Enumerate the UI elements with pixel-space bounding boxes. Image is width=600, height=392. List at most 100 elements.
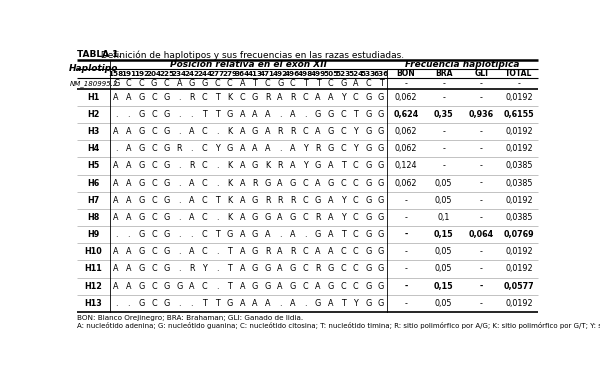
Text: 0,15: 0,15 — [434, 230, 454, 239]
Text: G: G — [113, 79, 119, 88]
Text: 471: 471 — [260, 71, 275, 76]
Text: A: A — [126, 144, 131, 153]
Text: C: C — [202, 213, 207, 222]
Text: .: . — [279, 299, 281, 308]
Text: A: A — [239, 282, 245, 290]
Text: K: K — [227, 162, 232, 171]
Text: G: G — [265, 282, 271, 290]
Text: R: R — [290, 127, 295, 136]
Text: G: G — [277, 79, 283, 88]
Text: G: G — [252, 213, 258, 222]
Text: A: A — [290, 110, 295, 119]
Text: T: T — [341, 230, 346, 239]
Text: A: A — [189, 282, 194, 290]
Text: 0,0192: 0,0192 — [505, 247, 533, 256]
Text: -: - — [480, 196, 483, 205]
Text: C: C — [151, 110, 157, 119]
Text: K: K — [265, 162, 270, 171]
Text: .: . — [115, 110, 118, 119]
Text: C: C — [151, 299, 157, 308]
Text: R: R — [189, 93, 194, 102]
Text: G: G — [315, 299, 321, 308]
Text: G: G — [328, 127, 334, 136]
Text: .: . — [178, 162, 181, 171]
Text: C: C — [151, 127, 157, 136]
Text: C: C — [151, 93, 157, 102]
Text: R: R — [315, 213, 321, 222]
Text: K: K — [227, 213, 232, 222]
Text: R: R — [189, 162, 194, 171]
Text: C: C — [151, 179, 157, 188]
Text: A: A — [315, 282, 321, 290]
Text: A: A — [189, 179, 194, 188]
Text: R: R — [265, 93, 270, 102]
Text: 498: 498 — [298, 71, 313, 76]
Text: A: A — [277, 282, 283, 290]
Text: G: G — [378, 230, 384, 239]
Text: G: G — [164, 230, 170, 239]
Text: -: - — [480, 144, 483, 153]
Text: -: - — [480, 162, 483, 171]
Text: G: G — [227, 110, 233, 119]
Text: A: A — [126, 282, 131, 290]
Text: Y: Y — [215, 144, 220, 153]
Text: G: G — [265, 265, 271, 274]
Text: A: A — [353, 79, 359, 88]
Text: G: G — [265, 179, 271, 188]
Text: A: A — [277, 265, 283, 274]
Text: 0,062: 0,062 — [395, 179, 418, 188]
Text: A: A — [239, 196, 245, 205]
Text: -: - — [404, 265, 407, 274]
Text: G: G — [189, 79, 195, 88]
Text: -: - — [480, 247, 483, 256]
Text: C: C — [202, 230, 207, 239]
Text: G: G — [328, 265, 334, 274]
Text: A: A — [328, 230, 334, 239]
Text: C: C — [353, 265, 359, 274]
Text: 0,064: 0,064 — [469, 230, 494, 239]
Text: 158: 158 — [109, 71, 124, 76]
Text: .: . — [279, 110, 281, 119]
Text: T: T — [227, 265, 232, 274]
Text: R: R — [265, 247, 270, 256]
Text: -: - — [404, 213, 407, 222]
Text: G: G — [252, 282, 258, 290]
Text: G: G — [378, 299, 384, 308]
Text: A: A — [265, 299, 270, 308]
Text: G: G — [365, 93, 371, 102]
Text: .: . — [178, 247, 181, 256]
Text: A: A — [239, 213, 245, 222]
Text: 0,0192: 0,0192 — [505, 196, 533, 205]
Text: T: T — [215, 93, 220, 102]
Text: 524: 524 — [348, 71, 364, 76]
Text: -: - — [404, 196, 407, 205]
Text: 636: 636 — [373, 71, 389, 76]
Text: G: G — [252, 162, 258, 171]
Text: G: G — [138, 230, 145, 239]
Text: .: . — [178, 265, 181, 274]
Text: 0,0192: 0,0192 — [505, 299, 533, 308]
Text: A: A — [239, 247, 245, 256]
Text: H8: H8 — [88, 213, 100, 222]
Text: 496: 496 — [285, 71, 301, 76]
Text: C: C — [353, 282, 359, 290]
Text: A: A — [290, 230, 295, 239]
Text: G: G — [378, 265, 384, 274]
Text: .: . — [178, 299, 181, 308]
Text: G: G — [378, 282, 384, 290]
Text: .: . — [191, 144, 193, 153]
Text: .: . — [178, 110, 181, 119]
Text: A: A — [239, 299, 245, 308]
Text: -: - — [480, 79, 483, 88]
Text: H9: H9 — [88, 230, 100, 239]
Text: 0,062: 0,062 — [395, 127, 418, 136]
Text: C: C — [151, 162, 157, 171]
Text: A: A — [290, 144, 295, 153]
Text: G: G — [138, 247, 145, 256]
Text: G: G — [164, 110, 170, 119]
Text: A: A — [277, 93, 283, 102]
Text: -: - — [480, 93, 483, 102]
Text: G: G — [252, 127, 258, 136]
Text: C: C — [353, 213, 359, 222]
Text: -: - — [442, 162, 445, 171]
